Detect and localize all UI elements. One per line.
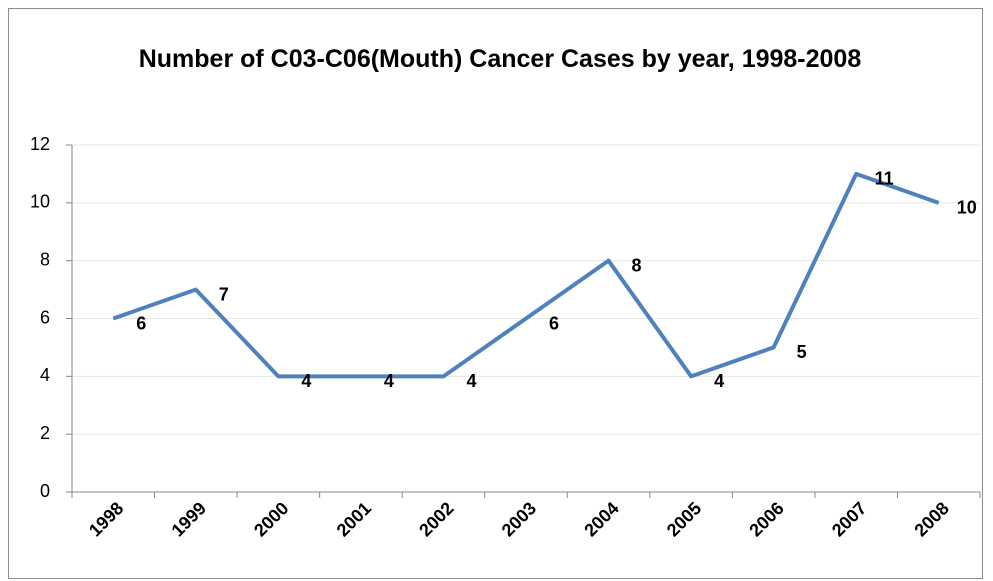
y-tick-label: 6 bbox=[40, 307, 50, 327]
data-label: 4 bbox=[714, 371, 724, 391]
data-label: 4 bbox=[466, 371, 476, 391]
y-tick-label: 8 bbox=[40, 249, 50, 269]
y-tick-label: 12 bbox=[30, 134, 50, 154]
x-tick-label: 2005 bbox=[663, 498, 705, 540]
data-line bbox=[112, 171, 940, 379]
y-tick-label: 0 bbox=[40, 481, 50, 501]
data-label: 11 bbox=[875, 169, 894, 189]
x-tick-label: 2006 bbox=[745, 498, 787, 540]
data-label: 6 bbox=[136, 313, 146, 333]
data-label: 6 bbox=[549, 313, 559, 333]
data-label: 8 bbox=[632, 255, 642, 275]
y-tick-label: 2 bbox=[40, 423, 50, 443]
data-label: 7 bbox=[219, 284, 229, 304]
x-tick-label: 2003 bbox=[498, 498, 540, 540]
x-tick-label: 1998 bbox=[85, 498, 127, 540]
chart-title: Number of C03-C06(Mouth) Cancer Cases by… bbox=[138, 45, 862, 73]
chart-border bbox=[8, 8, 983, 579]
y-tick-label: 4 bbox=[40, 365, 50, 385]
x-tick-label: 2001 bbox=[333, 498, 375, 540]
data-label: 5 bbox=[797, 342, 807, 362]
data-label: 4 bbox=[384, 371, 394, 391]
x-tick-label: 1999 bbox=[168, 498, 210, 540]
x-tick-label: 2002 bbox=[415, 498, 457, 540]
x-tick-label: 2008 bbox=[910, 498, 952, 540]
x-tick-label: 2007 bbox=[828, 498, 870, 540]
y-tick-label: 10 bbox=[30, 192, 50, 212]
x-tick-label: 2004 bbox=[580, 498, 622, 540]
data-label: 4 bbox=[301, 371, 311, 391]
data-label: 10 bbox=[957, 198, 977, 218]
x-tick-label: 2000 bbox=[250, 498, 292, 540]
